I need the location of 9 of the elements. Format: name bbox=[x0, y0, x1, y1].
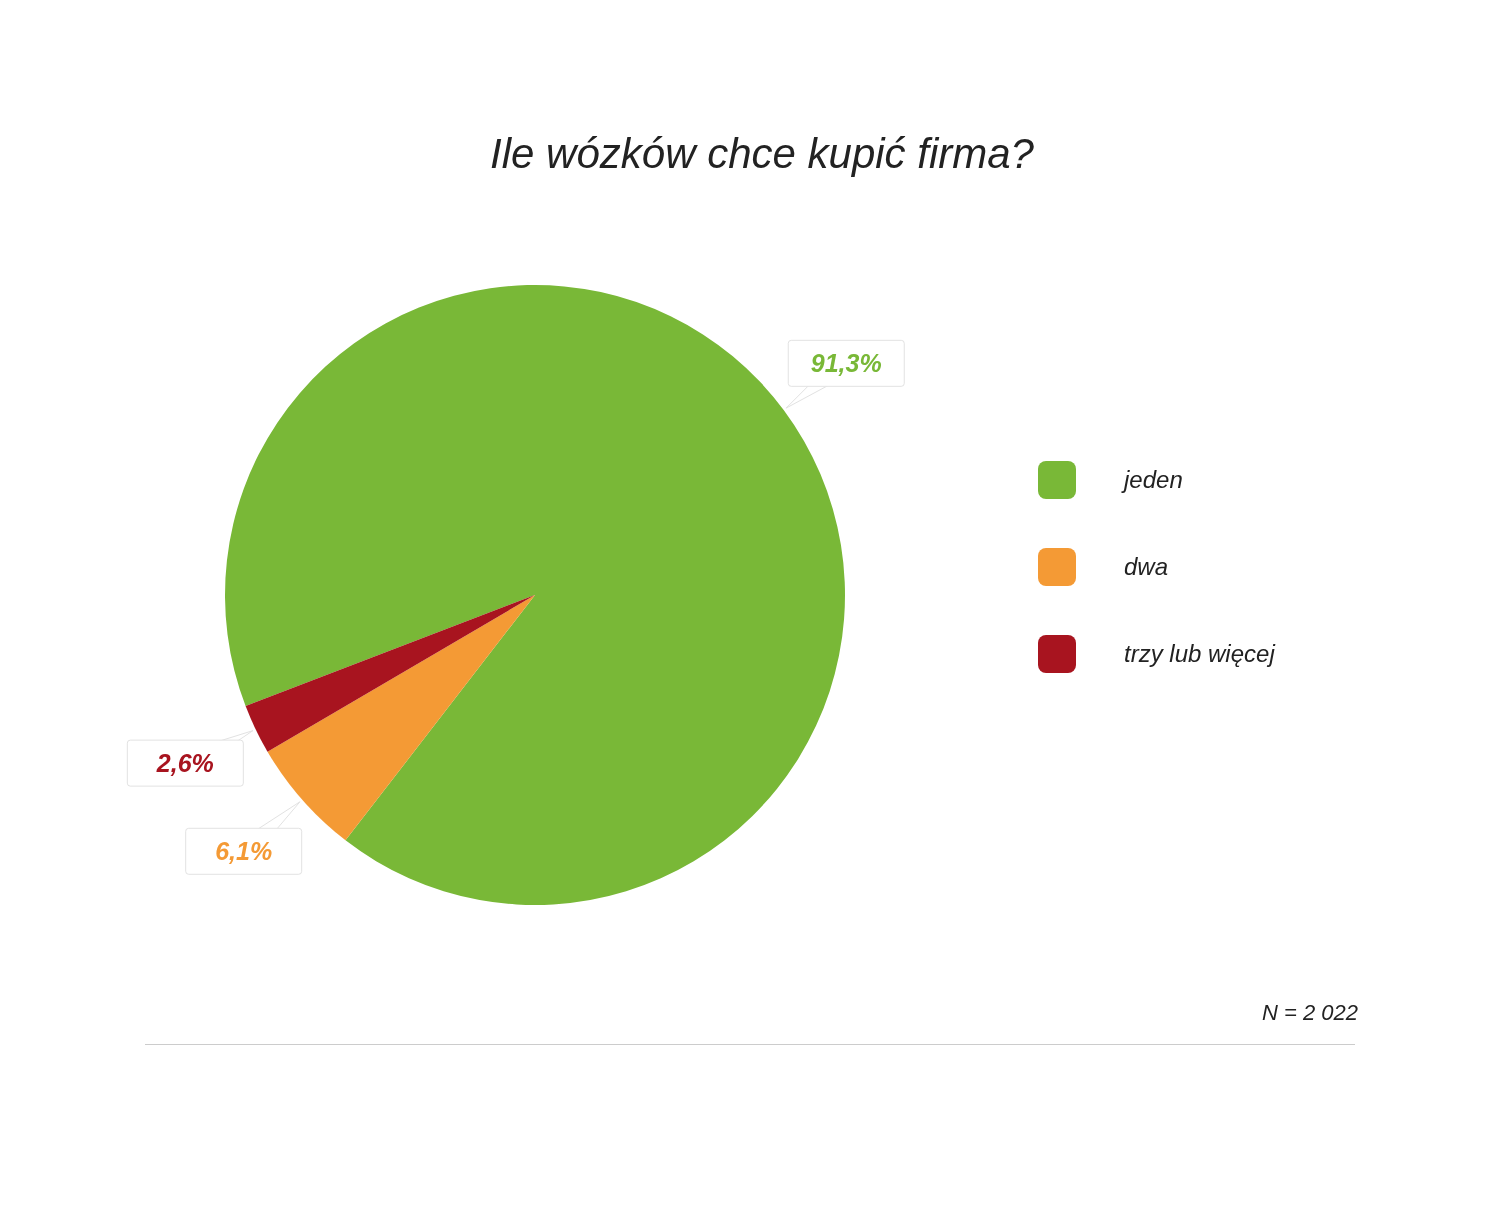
data-label: 2,6% bbox=[155, 749, 214, 778]
pie-slice bbox=[267, 595, 535, 841]
text: N = 2 022 bbox=[1261, 1000, 1358, 1026]
data-label: 6,1% bbox=[215, 837, 273, 866]
pie-slice bbox=[245, 595, 535, 752]
data-label: 91,3% bbox=[810, 349, 882, 378]
chart-title: Ile wózków chce kupić firma? bbox=[489, 130, 1035, 178]
legend-label: dwa bbox=[1124, 552, 1169, 581]
legend-label: trzy lub więcej bbox=[1124, 639, 1275, 668]
